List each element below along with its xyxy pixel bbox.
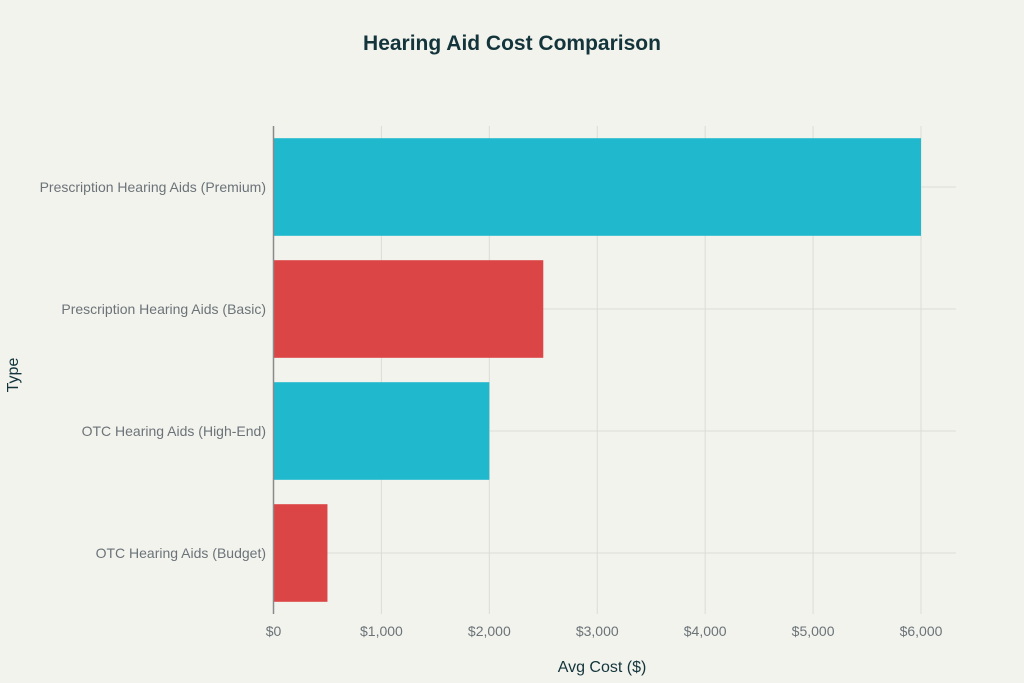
x-tick-labels: $0 $1,000 $2,000 $3,000 $4,000 $5,000 $6,000	[266, 623, 943, 639]
y-tick-label: OTC Hearing Aids (High-End)	[82, 423, 266, 439]
y-axis-label: Type	[5, 358, 22, 393]
y-tick-label: Prescription Hearing Aids (Premium)	[40, 179, 266, 195]
bar	[273, 260, 544, 358]
bar	[273, 504, 328, 602]
bar	[273, 138, 921, 236]
x-axis-label: Avg Cost ($)	[558, 659, 647, 676]
bars	[273, 138, 921, 602]
x-tick-label: $5,000	[792, 623, 835, 639]
y-tick-labels: Prescription Hearing Aids (Premium) Presc…	[40, 179, 266, 561]
x-tick-label: $0	[266, 623, 282, 639]
bar	[273, 382, 490, 480]
y-tick-label: OTC Hearing Aids (Budget)	[96, 545, 266, 561]
x-tick-label: $3,000	[576, 623, 619, 639]
x-tick-label: $2,000	[468, 623, 511, 639]
y-tick-label: Prescription Hearing Aids (Basic)	[61, 301, 266, 317]
x-tick-label: $4,000	[684, 623, 727, 639]
chart-title: Hearing Aid Cost Comparison	[363, 32, 661, 55]
x-tick-label: $6,000	[900, 623, 943, 639]
x-tick-label: $1,000	[360, 623, 403, 639]
